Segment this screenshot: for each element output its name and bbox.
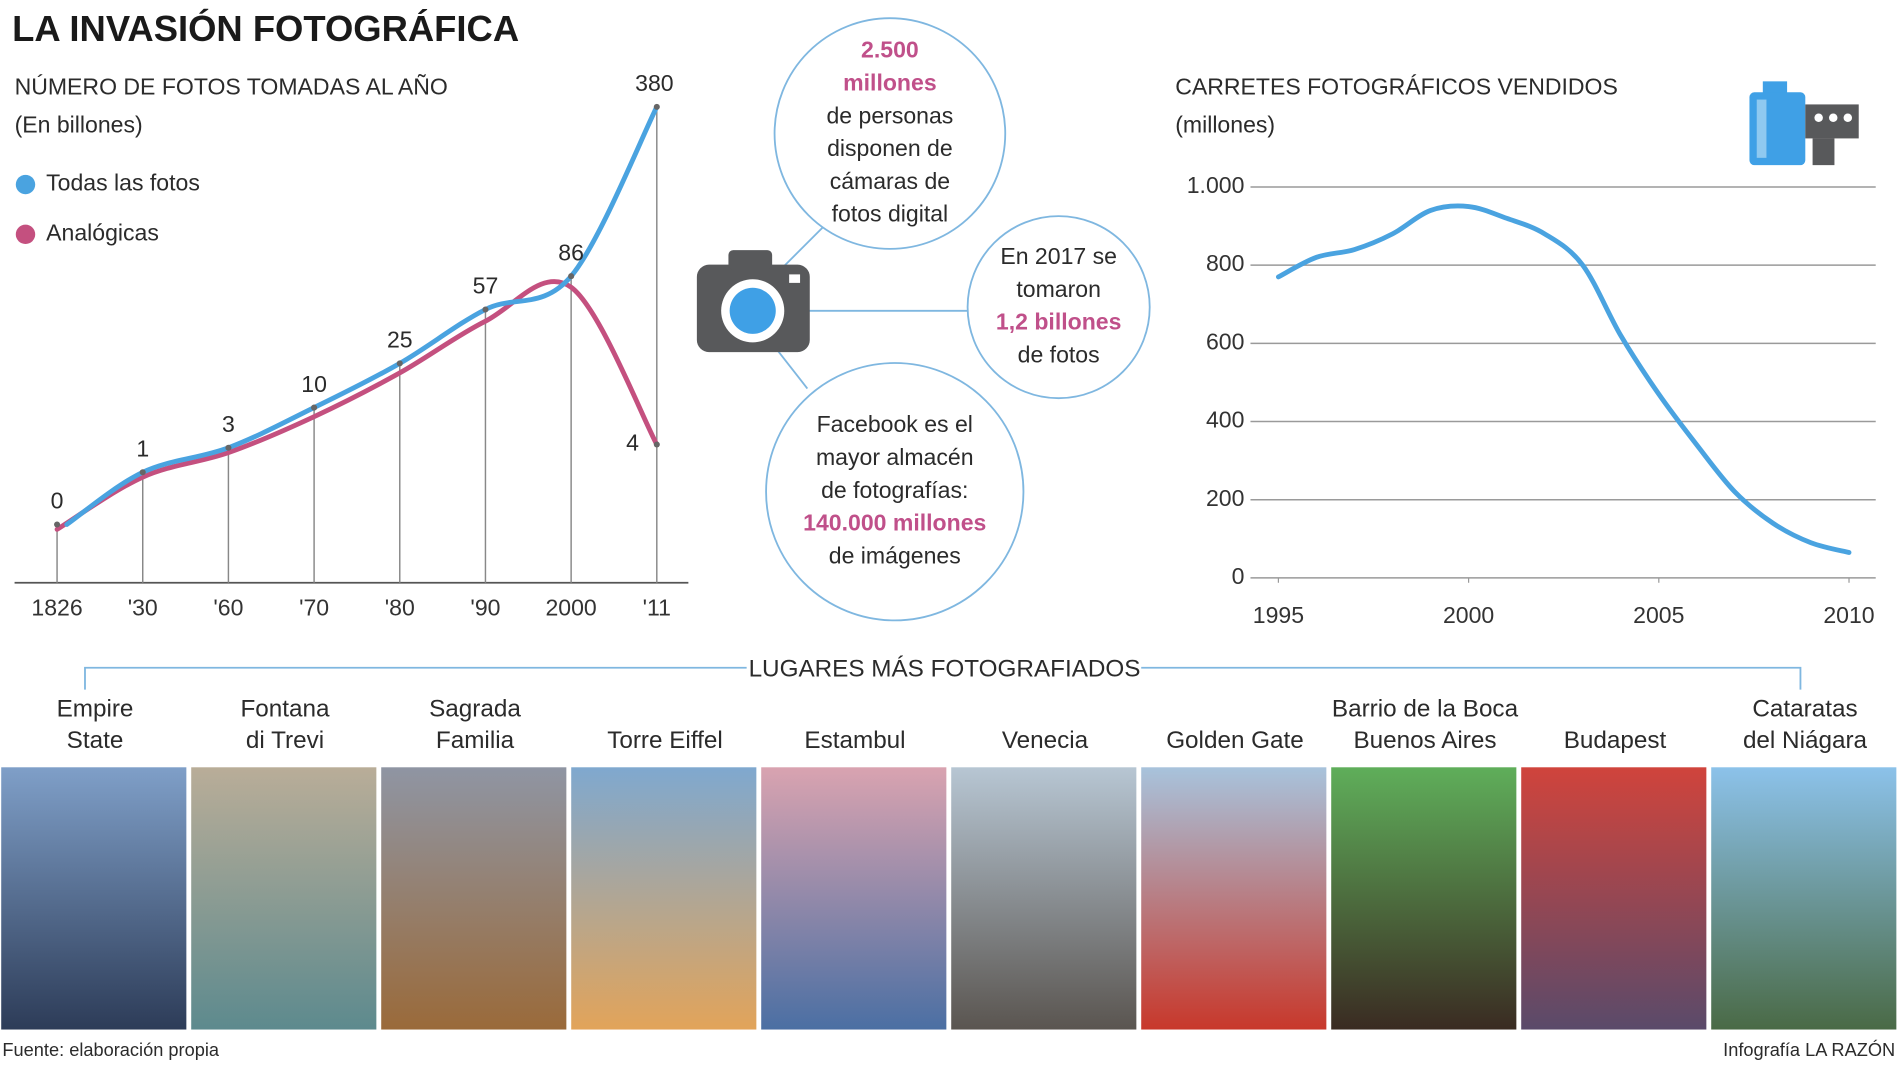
callout-text: millones — [843, 69, 937, 95]
place-name: Budapest — [1564, 727, 1667, 754]
place-name: Golden Gate — [1166, 727, 1304, 754]
y-tick-label: 0 — [1232, 563, 1245, 589]
callout-text: disponen de — [827, 135, 953, 161]
x-tick-label: '11 — [643, 595, 671, 621]
place-photo — [1521, 767, 1707, 1030]
data-label: 4 — [626, 430, 639, 456]
callout-text: 1,2 billones — [996, 309, 1122, 335]
place-name: Barrio de la Boca — [1332, 696, 1519, 723]
place-name: di Trevi — [246, 727, 324, 754]
legend-label: Todas las fotos — [46, 170, 200, 196]
y-tick-label: 600 — [1206, 328, 1244, 354]
callout-text: cámaras de — [830, 168, 950, 194]
place-photo — [1141, 767, 1327, 1030]
place-photo — [1711, 767, 1897, 1030]
place-name: del Niágara — [1743, 727, 1868, 754]
place-photo — [571, 767, 757, 1030]
place-photo — [191, 767, 377, 1030]
y-tick-label: 1.000 — [1187, 172, 1245, 198]
place-name: Torre Eiffel — [607, 727, 723, 754]
callout-text: fotos digital — [832, 201, 949, 227]
data-point — [396, 360, 403, 367]
data-point — [139, 469, 146, 476]
callout-text: de personas — [826, 102, 953, 128]
callout-text: mayor almacén — [816, 444, 974, 470]
callout-text: Facebook es el — [817, 411, 973, 437]
x-tick-label: 2000 — [1443, 602, 1494, 628]
legend-label: Analógicas — [46, 219, 159, 245]
callout-text: de imágenes — [829, 542, 961, 568]
place-photo — [381, 767, 567, 1030]
data-label: 10 — [301, 371, 327, 397]
data-label: 3 — [222, 411, 235, 437]
footer-credit: Infografía LA RAZÓN — [1723, 1039, 1895, 1060]
place-name: State — [67, 727, 124, 754]
x-tick-label: 1995 — [1253, 602, 1304, 628]
x-tick-label: 2010 — [1823, 602, 1874, 628]
places-title-bg — [746, 653, 1142, 685]
place-photo — [1331, 767, 1517, 1030]
x-tick-label: '90 — [470, 595, 500, 621]
y-tick-label: 200 — [1206, 485, 1244, 511]
y-tick-label: 800 — [1206, 250, 1244, 276]
place-name: Estambul — [804, 727, 905, 754]
x-tick-label: 2005 — [1633, 602, 1684, 628]
x-tick-label: '80 — [385, 595, 415, 621]
x-tick-label: '70 — [299, 595, 329, 621]
place-name: Empire — [57, 696, 134, 723]
y-tick-label: 400 — [1206, 407, 1244, 433]
chart-title: CARRETES FOTOGRÁFICOS VENDIDOS — [1175, 74, 1618, 100]
chart-subtitle: (millones) — [1175, 111, 1275, 137]
series-line — [54, 279, 660, 532]
film-icon — [1749, 81, 1859, 166]
places-title: LUGARES MÁS FOTOGRAFIADOS — [749, 656, 1141, 683]
chart-subtitle: (En billones) — [15, 111, 143, 137]
x-tick-label: '30 — [128, 595, 158, 621]
callout-bubble — [765, 362, 1025, 622]
place-name: Sagrada — [429, 696, 521, 723]
legend-swatch — [15, 174, 36, 195]
data-label: 380 — [635, 70, 673, 96]
data-point — [653, 103, 660, 110]
place-name: Cataratas — [1752, 696, 1857, 723]
place-photo — [1, 767, 187, 1030]
place-photo — [761, 767, 947, 1030]
chart-title: NÚMERO DE FOTOS TOMADAS AL AÑO — [15, 74, 448, 100]
callout-text: 140.000 millones — [803, 510, 986, 536]
place-name: Venecia — [1002, 727, 1089, 754]
x-tick-label: 2000 — [545, 595, 596, 621]
data-label: 25 — [387, 327, 413, 353]
data-label: 57 — [473, 273, 499, 299]
x-tick-label: 1826 — [31, 595, 82, 621]
callout-text: de fotografías: — [821, 477, 968, 503]
data-label: 1 — [136, 436, 149, 462]
place-name: Fontana — [240, 696, 330, 723]
data-point — [653, 441, 660, 448]
callout-text: En 2017 se — [1000, 243, 1117, 269]
place-photo — [951, 767, 1137, 1030]
x-tick-label: '60 — [213, 595, 243, 621]
place-name: Buenos Aires — [1354, 727, 1497, 754]
callout-text: de fotos — [1018, 341, 1100, 367]
data-label: 0 — [51, 488, 64, 514]
data-point — [311, 404, 318, 411]
callout-text: tomaron — [1016, 276, 1101, 302]
camera-icon — [696, 223, 968, 390]
callout-bubble — [966, 215, 1151, 400]
legend-swatch — [15, 224, 36, 245]
footer-source: Fuente: elaboración propia — [2, 1040, 219, 1060]
data-point — [225, 444, 232, 451]
place-name: Familia — [436, 727, 515, 754]
callout-bubble — [773, 17, 1007, 250]
data-point — [568, 273, 575, 280]
callout-text: 2.500 — [861, 37, 919, 63]
data-label: 86 — [558, 239, 584, 265]
data-point — [482, 306, 489, 313]
main-title: LA INVASIÓN FOTOGRÁFICA — [12, 7, 519, 49]
series-line — [1275, 203, 1852, 555]
data-point — [54, 521, 61, 528]
